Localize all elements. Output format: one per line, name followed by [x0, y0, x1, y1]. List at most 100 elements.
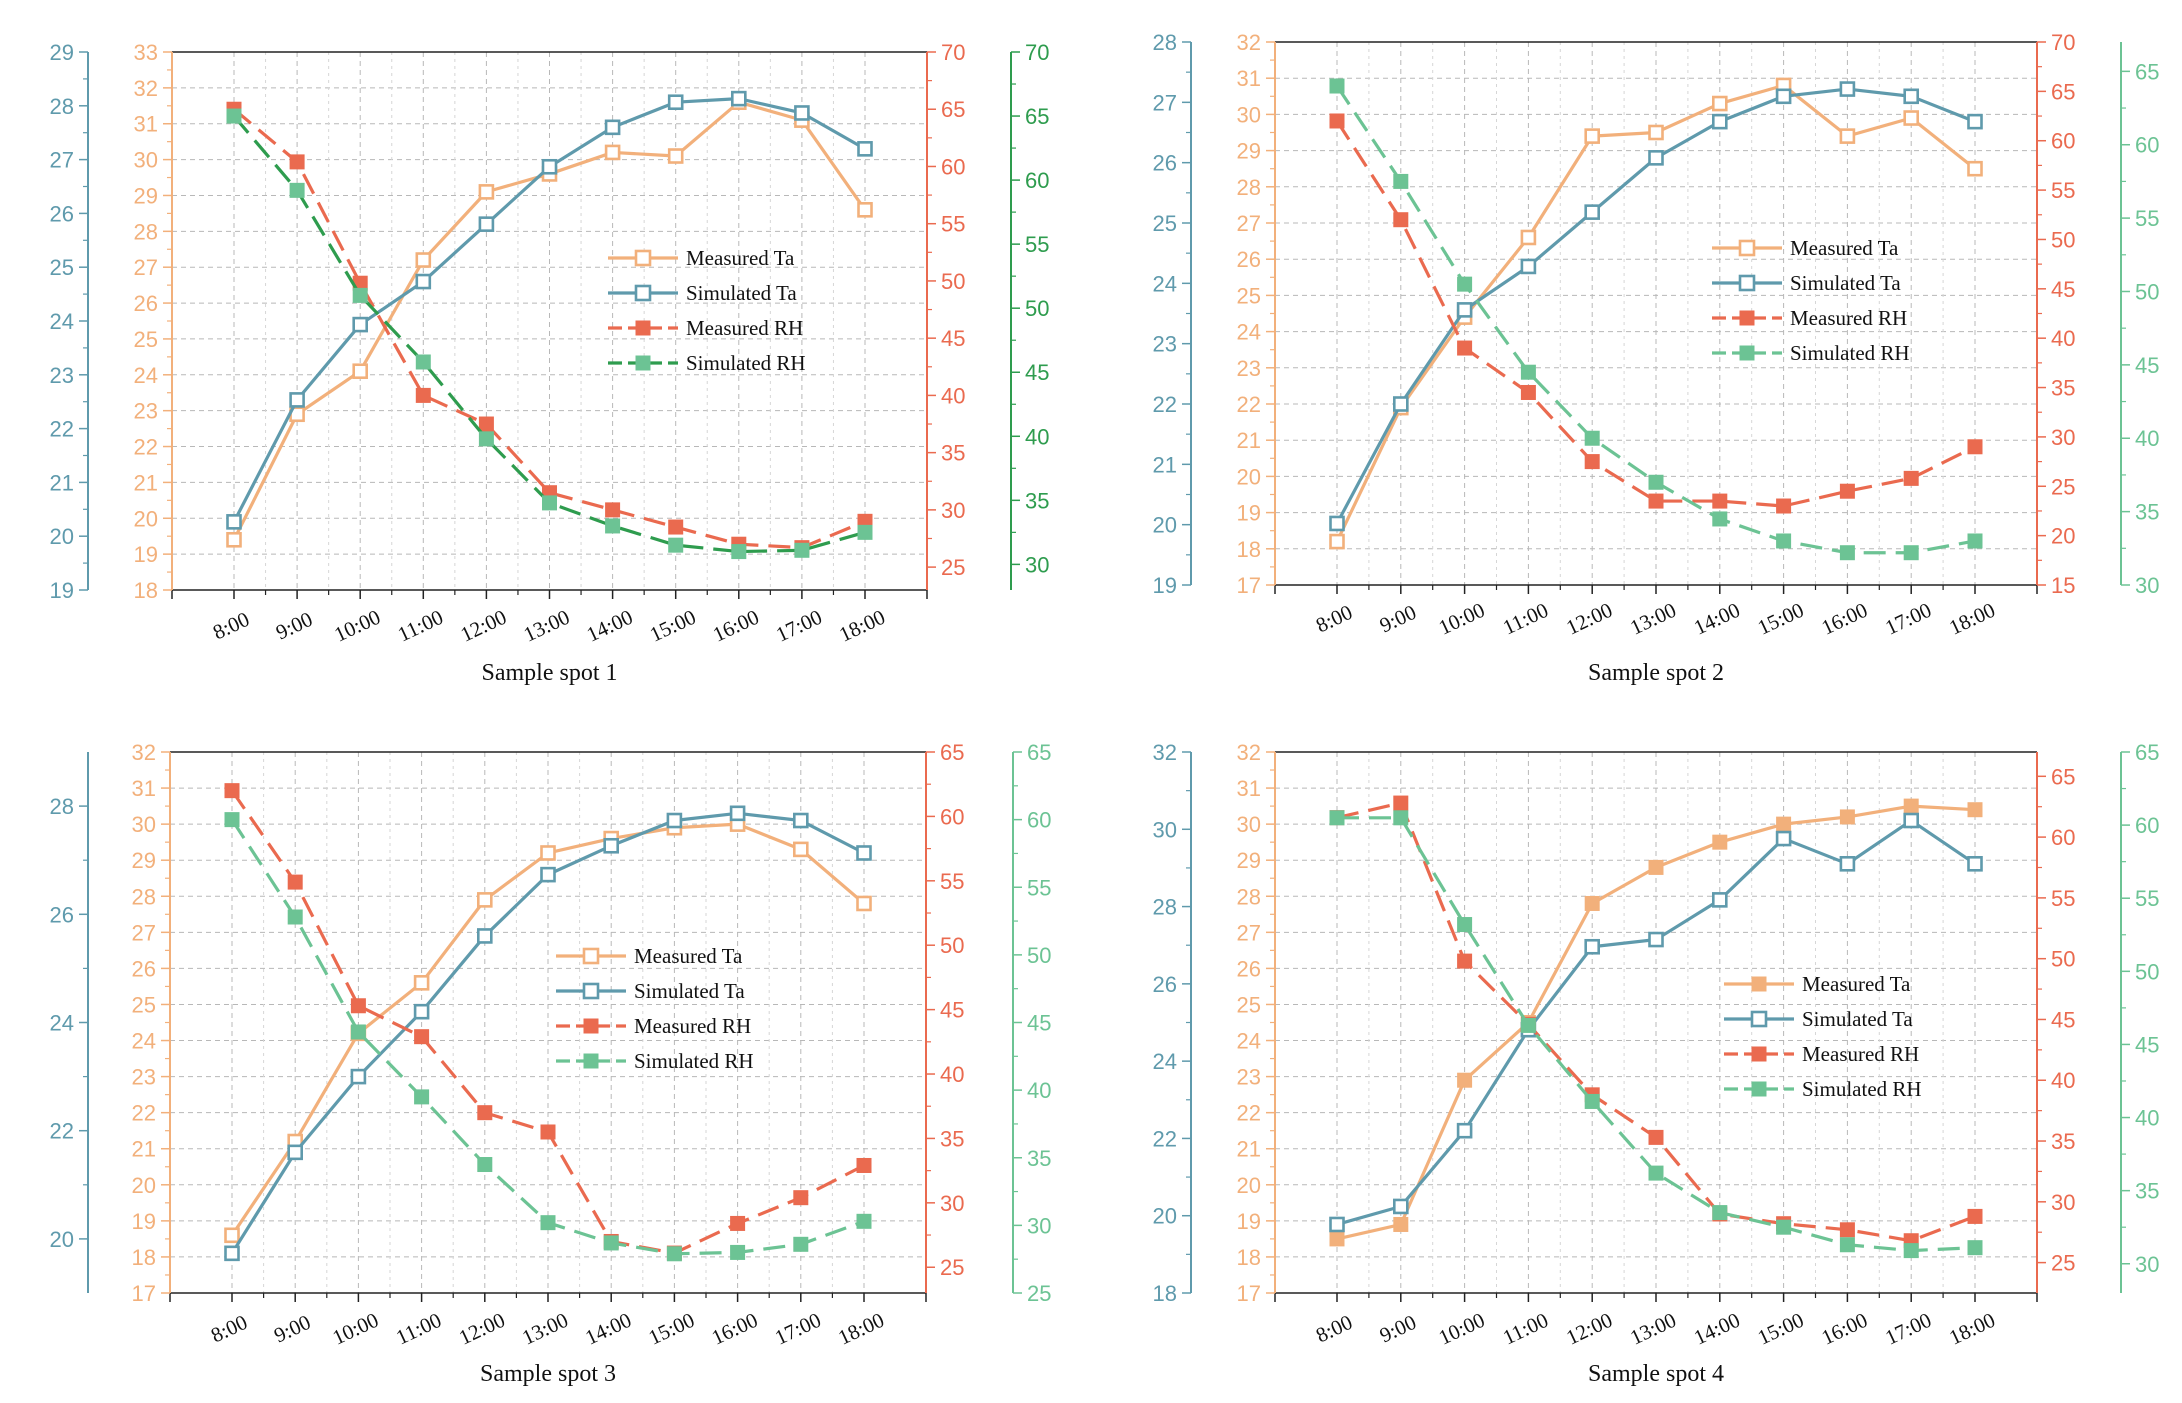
ta-inner-axis-tick-label: 18	[1237, 1245, 1261, 1270]
data-point-simulated-rh	[352, 287, 368, 303]
data-point-measured-ta	[1712, 834, 1728, 850]
legend-marker-measured-rh	[1739, 310, 1755, 326]
rh-measured-axis-tick-label: 55	[940, 869, 964, 894]
ta-outer-axis-tick-label: 21	[1153, 452, 1177, 477]
ta-outer-axis-tick-label: 19	[1153, 573, 1177, 598]
legend: Measured Ta Simulated Ta Measured RH Simula…	[608, 246, 806, 375]
ta-outer-axis-tick-label: 20	[50, 524, 74, 549]
ta-inner-axis-tick-label: 20	[132, 1173, 156, 1198]
x-tick-label: 17:00	[1881, 598, 1935, 640]
data-point-simulated-rh	[1967, 1240, 1983, 1256]
rh-measured-axis-tick-label: 40	[2051, 326, 2075, 351]
ta-outer-axis-tick-label: 27	[1153, 90, 1177, 115]
rh-measured-axis-tick-label: 60	[2051, 129, 2075, 154]
ta-inner-axis-tick-label: 29	[132, 848, 156, 873]
data-point-simulated-ta	[413, 1003, 430, 1020]
x-tick-label: 14:00	[583, 605, 637, 647]
ta-inner-axis-tick-label: 25	[132, 992, 156, 1017]
data-point-simulated-rh	[1329, 810, 1345, 826]
data-point-measured-ta	[478, 184, 495, 200]
rh-measured-axis-tick-label: 40	[941, 383, 965, 408]
x-tick-label: 10:00	[330, 605, 384, 647]
rh-measured-axis-tick-label: 35	[2051, 1129, 2075, 1154]
data-point-simulated-rh	[478, 431, 494, 447]
panel-1: 8:00 9:00 10:00 11:00 12:00 13:00 14:00 15:00 16…	[50, 40, 1050, 686]
data-point-measured-ta	[413, 975, 430, 991]
data-point-measured-ta	[1584, 895, 1600, 911]
data-point-measured-rh	[540, 1124, 556, 1140]
ta-outer-axis-tick-label: 22	[1153, 1126, 1177, 1151]
ta-inner-axis-tick-label: 27	[1237, 920, 1261, 945]
legend-marker-measured-ta	[1751, 976, 1767, 992]
ta-outer-axis-tick-label: 24	[1153, 271, 1177, 296]
x-tick-label: 9:00	[270, 1310, 314, 1348]
ta-inner-axis-tick-label: 29	[1237, 848, 1261, 873]
rh-measured-axis-tick-label: 35	[941, 441, 965, 466]
data-point-simulated-ta	[224, 1245, 240, 1262]
data-point-measured-ta	[1839, 128, 1856, 144]
data-point-simulated-rh	[414, 1089, 430, 1105]
x-tick-label: 14:00	[1690, 1308, 1744, 1350]
rh-simulated-axis-tick-label: 60	[1025, 168, 1049, 193]
ta-inner-axis-tick-label: 27	[132, 920, 156, 945]
x-tick-label: 12:00	[455, 1308, 509, 1350]
data-point-simulated-ta	[1329, 1216, 1345, 1233]
rh-measured-axis-tick-label: 25	[2051, 474, 2075, 499]
data-point-measured-rh	[289, 154, 305, 170]
x-tick-label: 15:00	[1754, 598, 1808, 640]
rh-simulated-axis-tick-label: 50	[1027, 943, 1051, 968]
rh-measured-axis-tick-label: 40	[940, 1062, 964, 1087]
data-point-measured-rh	[1839, 483, 1855, 499]
ta-inner-axis-tick-label: 31	[134, 112, 158, 137]
x-tick-label: 14:00	[1690, 598, 1744, 640]
data-point-simulated-rh	[477, 1157, 493, 1173]
rh-measured-axis-tick-label: 45	[2051, 1007, 2075, 1032]
ta-outer-axis-tick-label: 26	[50, 201, 74, 226]
ta-outer-axis-tick-label: 23	[1153, 332, 1177, 357]
data-point-simulated-ta	[1712, 113, 1728, 130]
data-point-simulated-ta	[1393, 1198, 1409, 1215]
data-point-measured-rh	[1903, 470, 1919, 486]
x-tick-label: 16:00	[1818, 598, 1872, 640]
rh-simulated-axis-tick-label: 35	[1025, 488, 1049, 513]
series-line-measured-rh	[232, 108, 866, 550]
data-point-simulated-ta	[478, 216, 495, 232]
data-point-simulated-ta	[729, 805, 746, 822]
data-point-measured-rh	[414, 1029, 430, 1045]
ta-outer-axis-tick-label: 20	[1153, 1204, 1177, 1229]
ta-outer-axis-tick-label: 28	[50, 794, 74, 819]
ta-outer-axis-tick-label: 25	[50, 255, 74, 280]
rh-measured-axis-tick-label: 65	[941, 97, 965, 122]
rh-measured-axis-tick-label: 25	[940, 1255, 964, 1280]
ta-inner-axis-tick-label: 27	[134, 255, 158, 280]
rh-simulated-axis-tick-label: 50	[2135, 959, 2159, 984]
ta-outer-axis-tick-label: 32	[1153, 740, 1177, 765]
rh-simulated-axis-tick-label: 50	[1025, 296, 1049, 321]
rh-simulated-axis-tick-label: 35	[2135, 1179, 2159, 1204]
x-tick-label: 15:00	[646, 605, 700, 647]
rh-measured-axis-tick-label: 30	[940, 1191, 964, 1216]
x-axis-title: Sample spot 3	[480, 1361, 616, 1387]
ta-inner-axis-tick-label: 24	[1237, 1029, 1261, 1054]
data-point-simulated-ta	[1584, 204, 1600, 220]
data-point-simulated-rh	[666, 1246, 682, 1262]
legend-marker-simulated-ta	[634, 284, 652, 302]
data-point-measured-rh	[1329, 113, 1345, 129]
data-point-measured-rh	[350, 998, 366, 1014]
data-point-measured-rh	[793, 1190, 809, 1206]
rh-measured-axis-tick-label: 50	[941, 269, 965, 294]
data-point-simulated-ta	[541, 158, 558, 175]
ta-inner-axis-tick-label: 18	[132, 1245, 156, 1270]
panel-2: 8:00 9:00 10:00 11:00 12:00 13:00 14:00 15:00 16…	[1153, 30, 2160, 686]
data-point-simulated-ta	[1456, 1122, 1473, 1139]
data-point-simulated-rh	[793, 1236, 809, 1252]
x-tick-label: 9:00	[1376, 1310, 1420, 1348]
x-tick-label: 11:00	[1499, 1308, 1552, 1350]
legend-label-measured-ta: Measured Ta	[1790, 236, 1899, 260]
data-point-measured-rh	[478, 416, 494, 432]
rh-measured-axis-tick-label: 45	[2051, 277, 2075, 302]
rh-simulated-axis-tick-label: 30	[2135, 1252, 2159, 1277]
data-point-simulated-rh	[857, 524, 873, 540]
series-line-measured-rh	[1335, 120, 1976, 508]
